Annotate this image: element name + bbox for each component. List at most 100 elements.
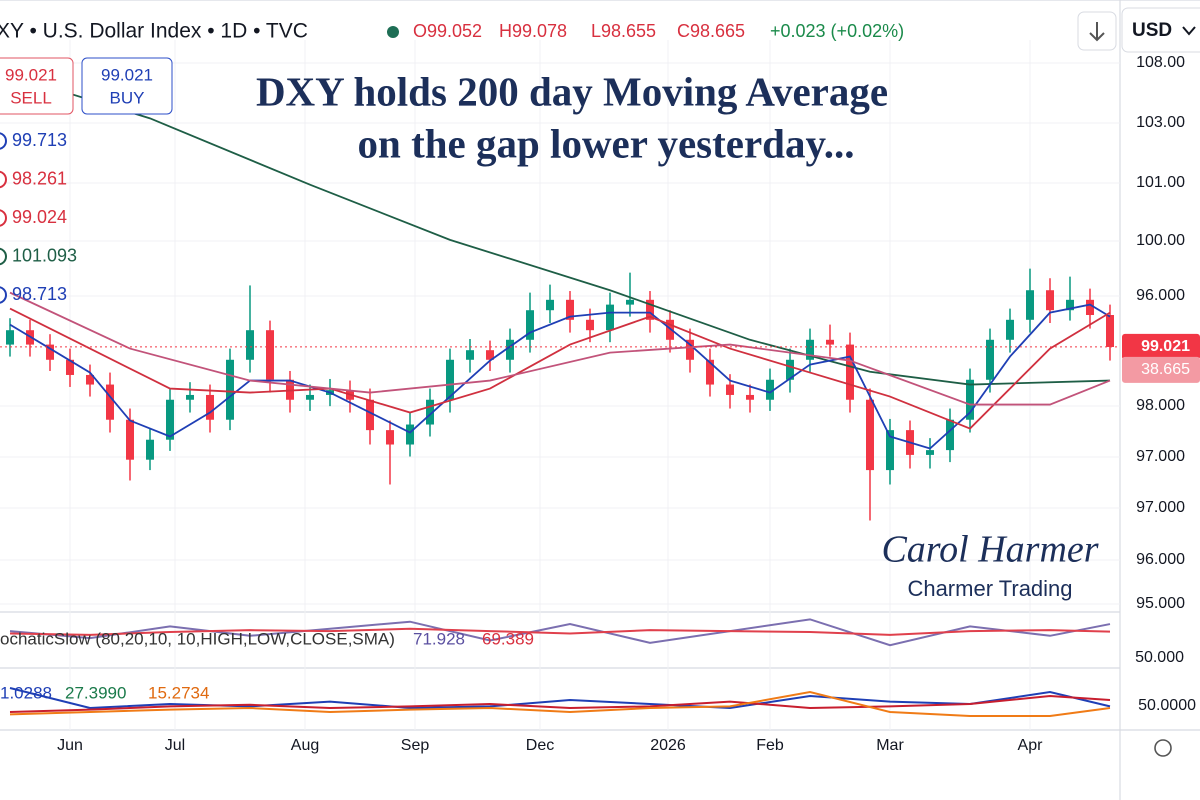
chat-icon[interactable] (1154, 739, 1172, 757)
marks-layer (0, 74, 1120, 717)
ohlc-close: C98.665 (677, 21, 745, 41)
candle-body (306, 394, 314, 400)
y-axis-label: 50.000 (1135, 649, 1184, 666)
price-tag-box (1122, 333, 1200, 360)
y-axis-label: 96.000 (1136, 551, 1185, 568)
candle-body (946, 419, 954, 451)
download-icon (1089, 22, 1105, 42)
x-tick-label: Feb (756, 737, 784, 754)
y-axis-label: 97.000 (1136, 448, 1185, 465)
candle-body (606, 304, 614, 331)
x-tick-label: Aug (291, 737, 319, 754)
ohlc-high: H99.078 (499, 21, 567, 41)
candle-body (986, 339, 994, 380)
ohlc-open: O99.052 (413, 21, 482, 41)
oscillator-readout: 71.928 (413, 629, 465, 648)
chevron (1182, 26, 1196, 36)
symbol: XY • U.S. Dollar Index • 1D • TVC (0, 20, 308, 43)
candle-body (546, 299, 554, 311)
candle-body (766, 379, 774, 400)
y-axis-label: 101.00 (1136, 174, 1185, 191)
candle-body (146, 439, 154, 460)
candle-body (446, 359, 454, 400)
x-tick-label: Dec (526, 737, 554, 754)
x-tick-label: Jul (165, 737, 185, 754)
currency-button[interactable] (1121, 7, 1200, 53)
oscillator-label: ochaticSlow (80,20,10, 10,HIGH,LOW,CLOSE… (0, 629, 395, 648)
candle-body (466, 350, 474, 360)
candle-body (66, 359, 74, 375)
candle-body (1046, 290, 1054, 311)
candle-body (826, 339, 834, 345)
x-tick-label: 2026 (650, 737, 686, 754)
y-axis-label: 50.0000 (1138, 697, 1196, 714)
indicator-icon (0, 247, 7, 266)
candle-body (106, 384, 114, 420)
indicator-line (9, 74, 1111, 386)
y-axis-label: 95.000 (1136, 595, 1185, 612)
y-axis-label: 103.00 (1136, 114, 1185, 131)
candle-body (846, 344, 854, 400)
candle-body (1026, 290, 1034, 320)
candle-body (486, 350, 494, 360)
candle-body (366, 399, 374, 431)
indicator-line (9, 307, 1111, 430)
indicator-line (9, 627, 1111, 636)
change: +0.023 (+0.02%) (770, 21, 904, 41)
candle-body (686, 339, 694, 360)
candle-body (206, 394, 214, 420)
oscillator-readout: 1.0288 (0, 683, 52, 702)
y-axis-label: 100.00 (1136, 232, 1185, 249)
indicator-value: 101.093 (12, 245, 77, 265)
y-axis-label: 108.00 (1136, 54, 1185, 71)
candle-body (226, 359, 234, 420)
candle-body (46, 344, 54, 360)
title-line: on the gap lower yesterday... (358, 120, 855, 166)
secondary-tag-box (1122, 356, 1200, 383)
candle-body (1006, 319, 1014, 340)
indicator-icon (0, 170, 7, 189)
candle-body (566, 299, 574, 320)
indicator-value: 98.713 (12, 284, 67, 304)
x-tick-label: Mar (876, 737, 904, 754)
buy-label: BUY (110, 88, 145, 107)
candle-body (406, 424, 414, 445)
indicator-line (9, 694, 1111, 713)
candle-body (166, 399, 174, 440)
sell-button[interactable] (0, 57, 74, 115)
candle-body (86, 374, 94, 385)
title-line: DXY holds 200 day Moving Average (256, 68, 888, 114)
candle-body (6, 330, 14, 345)
buy-price: 99.021 (101, 65, 153, 84)
oscillator-readout: 69.389 (482, 629, 534, 648)
currency: USD (1132, 20, 1172, 41)
signature-name: Carol Harmer (881, 529, 1098, 571)
candle-body (186, 394, 194, 400)
indicator-line (9, 687, 1111, 710)
candle-body (726, 384, 734, 395)
y-axis-label: 98.000 (1136, 397, 1185, 414)
price-tag: 99.021 (1141, 338, 1190, 355)
candle-body (386, 430, 394, 445)
candle-body (266, 330, 274, 380)
y-axis-label: 97.000 (1136, 499, 1185, 516)
candle-body (526, 310, 534, 340)
indicator-value: 99.713 (12, 130, 67, 150)
x-tick-label: Sep (401, 737, 430, 754)
candle-body (806, 339, 814, 360)
candle-body (926, 450, 934, 455)
candle-body (246, 330, 254, 360)
candle-body (1066, 299, 1074, 311)
candle-body (866, 399, 874, 471)
indicator-value: 98.261 (12, 168, 67, 188)
oscillator-readout: 27.3990 (65, 683, 126, 702)
candle-body (746, 394, 754, 400)
ohlc-low: L98.655 (591, 21, 656, 41)
buy-button[interactable] (81, 57, 173, 115)
candle-body (706, 359, 714, 385)
candle-body (426, 399, 434, 425)
candle-body (886, 430, 894, 471)
indicator-value: 99.024 (12, 207, 67, 227)
